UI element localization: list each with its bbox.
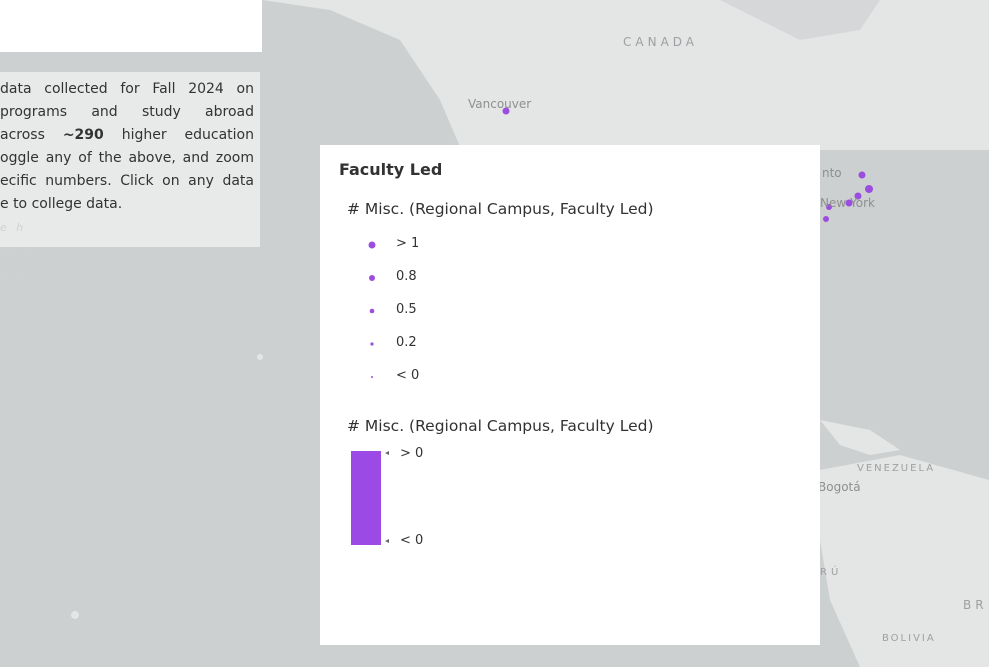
- map-label: Bogotá: [818, 480, 861, 494]
- legend-label: 0.8: [396, 269, 417, 284]
- info-line: data collected for Fall 2024 on: [0, 78, 254, 101]
- info-text: oggle any of the above, and zoom: [0, 150, 254, 166]
- map-label: New York: [820, 196, 875, 210]
- legend-symbol: [369, 308, 375, 314]
- ramp-tick: [385, 451, 389, 455]
- legend-heading: # Misc. (Regional Campus, Faculty Led): [347, 200, 654, 218]
- legend: Faculty Led # Misc. (Regional Campus, Fa…: [320, 145, 820, 645]
- info-text: data collected for Fall 2024 on: [0, 81, 254, 97]
- legend-symbol: [368, 241, 376, 249]
- info-line: ecific numbers. Click on any data: [0, 170, 254, 193]
- land-south-america: [820, 455, 989, 667]
- map-label: RÚ: [820, 565, 842, 578]
- info-line: oggle any of the above, and zoom: [0, 147, 254, 170]
- info-text: e to college data.: [0, 196, 123, 212]
- water-hudson: [720, 0, 880, 40]
- legend-label: > 0: [400, 446, 424, 461]
- island: [257, 354, 263, 360]
- map-point: [865, 185, 873, 193]
- map-point: [858, 171, 866, 179]
- legend-title: Faculty Led: [339, 160, 443, 179]
- legend-label: < 0: [400, 533, 424, 548]
- map-label: nto: [822, 166, 842, 180]
- map-label: CANADA: [623, 35, 698, 49]
- legend-label: 0.2: [396, 335, 417, 350]
- island: [71, 611, 79, 619]
- map-label: VENEZUELA: [857, 463, 935, 474]
- map-point: [502, 107, 510, 115]
- map-label: BOLIVIA: [882, 633, 936, 644]
- map-point: [823, 216, 829, 222]
- map-point: [845, 199, 853, 207]
- map-point: [826, 204, 832, 210]
- info-text: higher education: [103, 127, 254, 143]
- info-line: e to college data.: [0, 193, 254, 216]
- legend-label: 0.5: [396, 302, 417, 317]
- legend-symbol: [370, 342, 374, 346]
- info-line: programs and study abroad: [0, 101, 254, 124]
- legend-heading: # Misc. (Regional Campus, Faculty Led): [347, 417, 654, 435]
- color-ramp: [351, 451, 381, 545]
- search-box: [0, 0, 262, 52]
- legend-label: > 1: [396, 236, 420, 251]
- map-point: [854, 192, 862, 200]
- legend-symbol: [371, 376, 373, 378]
- info-panel: data collected for Fall 2024 on programs …: [0, 72, 260, 282]
- info-text: programs and study abroad: [0, 104, 254, 120]
- ghost-text: e h: [0, 221, 27, 234]
- info-text: ecific numbers. Click on any data: [0, 173, 254, 189]
- map-label: BR: [963, 598, 988, 612]
- legend-label: < 0: [396, 368, 420, 383]
- info-text: across: [0, 127, 63, 143]
- ghost-text: a n: [0, 269, 27, 282]
- ghost-text: f i c: [0, 245, 35, 258]
- info-text: ~290: [62, 127, 104, 143]
- map-label: Vancouver: [468, 97, 531, 111]
- info-line: across ~290 higher education: [0, 124, 254, 147]
- legend-graphics: [351, 241, 389, 545]
- ramp-tick: [385, 539, 389, 543]
- land-caribbean: [820, 420, 900, 455]
- legend-symbol: [369, 275, 375, 281]
